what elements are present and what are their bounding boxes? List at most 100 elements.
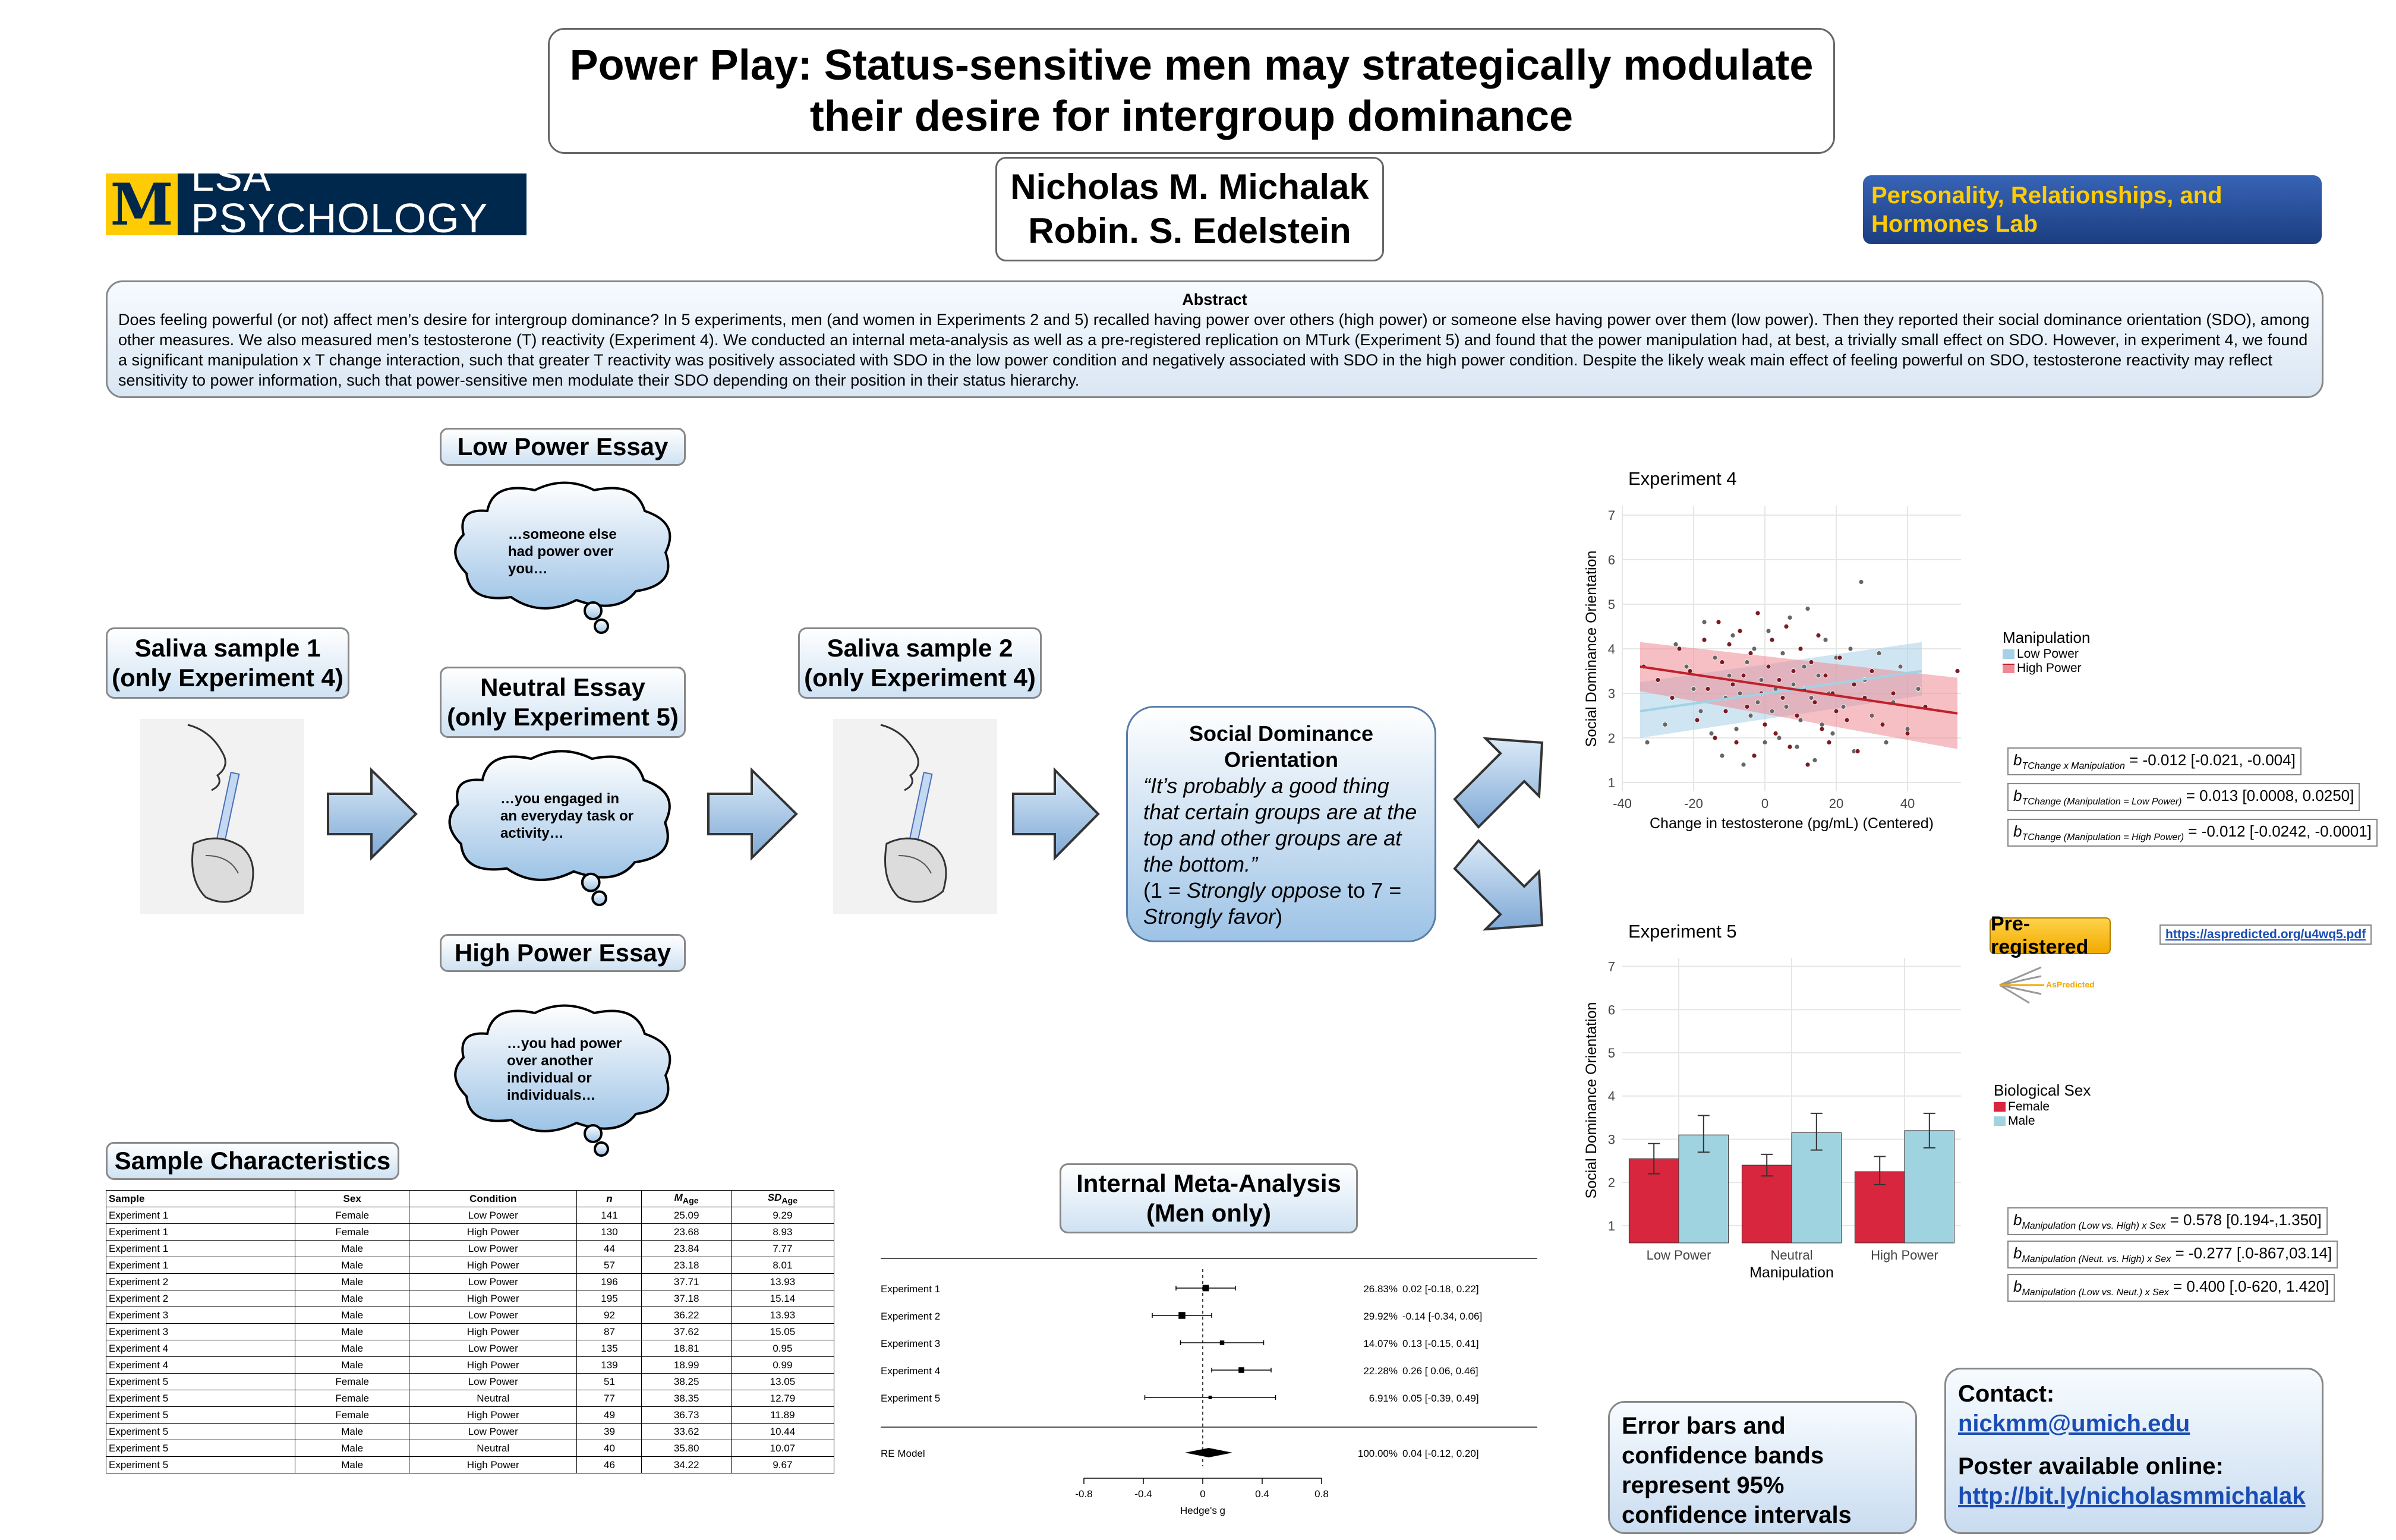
data-point	[1726, 673, 1732, 679]
data-point	[1733, 726, 1739, 732]
data-point	[1798, 646, 1804, 652]
table-cell: Experiment 2	[105, 1273, 296, 1290]
legend-label: High Power	[2017, 661, 2082, 675]
high-cloud-line: individual or	[507, 1070, 592, 1086]
data-point	[1897, 664, 1903, 670]
block-m-icon: M	[106, 171, 178, 238]
low-power-thought-cloud	[454, 481, 671, 634]
arrow-icon	[327, 767, 418, 861]
sdo-scale-prefix: (1 =	[1143, 878, 1187, 902]
study-effect: -0.14 [-0.34, 0.06]	[1402, 1311, 1482, 1322]
x-tick-label: 40	[1900, 796, 1915, 811]
table-cell: 23.18	[641, 1257, 732, 1274]
table-cell: 37.18	[641, 1290, 732, 1307]
data-point	[1705, 686, 1711, 692]
data-point	[1683, 664, 1689, 670]
table-cell: Neutral	[408, 1440, 578, 1457]
table-row: Experiment 1 Male High Power 57 23.18 8.01	[105, 1257, 835, 1274]
data-point	[1776, 677, 1782, 683]
exp4-scatter-chart: 1 2 3 4 5 6 7 -40 -20 0 20 40 Change in testosterone…	[1583, 506, 1961, 832]
exp5-stat-2: bManipulation (Neut. vs. High) x Sex = -…	[2007, 1241, 2338, 1269]
table-cell: Female	[295, 1223, 409, 1241]
table-cell: Experiment 5	[105, 1440, 296, 1457]
table-cell: Experiment 5	[105, 1406, 296, 1424]
data-point	[1719, 659, 1725, 665]
data-point	[1719, 753, 1725, 759]
data-point	[1815, 673, 1821, 679]
data-point	[1787, 615, 1793, 620]
table-row: Experiment 5 Male Neutral 40 35.80 10.07	[105, 1440, 835, 1457]
col-header: SDAge	[730, 1190, 835, 1207]
y-tick-label: 2	[1608, 1175, 1615, 1190]
high-cloud-line: …you had power	[507, 1036, 622, 1052]
data-point	[1730, 681, 1736, 687]
bar	[1678, 1134, 1729, 1244]
table-cell: High Power	[408, 1257, 578, 1274]
data-point	[1819, 722, 1825, 727]
table-row: Experiment 1 Female Low Power 141 25.09 9.29	[105, 1207, 835, 1224]
table-cell: Female	[295, 1373, 409, 1390]
table-cell: Low Power	[408, 1423, 578, 1440]
data-point	[1676, 646, 1682, 652]
data-point	[1801, 664, 1807, 670]
title-line-1: Power Play: Status-sensitive men may str…	[569, 42, 1814, 89]
x-axis-label: Manipulation	[1749, 1264, 1834, 1281]
study-label: Experiment 4	[881, 1365, 940, 1377]
data-point	[1954, 668, 1960, 674]
exp5-stat-1: bManipulation (Low vs. High) x Sex = 0.5…	[2007, 1207, 2328, 1236]
table-cell: Experiment 1	[105, 1223, 296, 1241]
saliva2-line1: Saliva sample 2	[827, 634, 1013, 662]
table-cell: Male	[295, 1257, 409, 1274]
exp4-stat-1: bTChange x Manipulation = -0.012 [-0.021…	[2007, 747, 2302, 776]
data-point	[1644, 740, 1650, 745]
contact-email-link[interactable]: nickmm@umich.edu	[1958, 1410, 2190, 1437]
arrow-icon	[1012, 767, 1100, 861]
high-power-essay-label: High Power Essay	[440, 934, 686, 972]
meta-analysis-label: Internal Meta-Analysis (Men only)	[1060, 1163, 1358, 1233]
x-tick-label: Low Power	[1647, 1248, 1711, 1263]
high-power-thought-cloud	[454, 1004, 671, 1157]
exp5-stat-3: bManipulation (Low vs. Neut.) x Sex = 0.…	[2007, 1274, 2335, 1302]
table-cell: 36.73	[641, 1406, 732, 1424]
table-cell: 13.05	[730, 1373, 835, 1390]
table-cell: 44	[576, 1240, 642, 1257]
poster-url-link[interactable]: http://bit.ly/nicholasmmichalak	[1958, 1483, 2306, 1509]
preregistration-link[interactable]: https://aspredicted.org/u4wq5.pdf	[2159, 924, 2372, 945]
data-point	[1655, 677, 1661, 683]
table-cell: 40	[576, 1440, 642, 1457]
table-cell: Male	[295, 1273, 409, 1290]
table-cell: 0.99	[730, 1356, 835, 1374]
y-tick-label: 4	[1608, 1089, 1615, 1104]
table-cell: High Power	[408, 1356, 578, 1374]
y-tick-label: 7	[1608, 508, 1615, 523]
data-point	[1751, 753, 1757, 759]
high-essay-text: High Power Essay	[454, 939, 671, 967]
x-tick-label: 0	[1761, 796, 1768, 811]
table-cell: 37.71	[641, 1273, 732, 1290]
table-cell: Experiment 5	[105, 1456, 296, 1473]
study-estimate	[1178, 1312, 1186, 1319]
sdo-scale: (1 = Strongly oppose to 7 = Strongly fav…	[1143, 878, 1419, 930]
saliva-sample-2-label: Saliva sample 2 (only Experiment 4)	[798, 627, 1042, 699]
sample-title: Sample Characteristics	[114, 1147, 391, 1175]
table-cell: Male	[295, 1356, 409, 1374]
table-cell: 0.95	[730, 1340, 835, 1357]
confidence-band	[1640, 642, 1957, 749]
data-point	[1744, 659, 1750, 665]
table-cell: 8.01	[730, 1257, 835, 1274]
data-point	[1790, 681, 1796, 687]
table-cell: Experiment 1	[105, 1240, 296, 1257]
study-label: Experiment 1	[881, 1283, 940, 1295]
data-point	[1808, 659, 1814, 665]
data-point	[1744, 704, 1750, 709]
study-effect: 0.26 [ 0.06, 0.46]	[1402, 1365, 1478, 1377]
summary-label: RE Model	[881, 1448, 925, 1459]
y-tick-label: 7	[1608, 960, 1615, 974]
author-2: Robin. S. Edelstein	[1028, 211, 1351, 251]
legend-item-female: Female	[1994, 1100, 2091, 1114]
table-cell: 87	[576, 1323, 642, 1340]
saliva1-line1: Saliva sample 1	[134, 634, 321, 662]
data-point	[1726, 642, 1732, 647]
abstract-heading: Abstract	[1182, 291, 1247, 308]
data-point	[1783, 624, 1789, 629]
